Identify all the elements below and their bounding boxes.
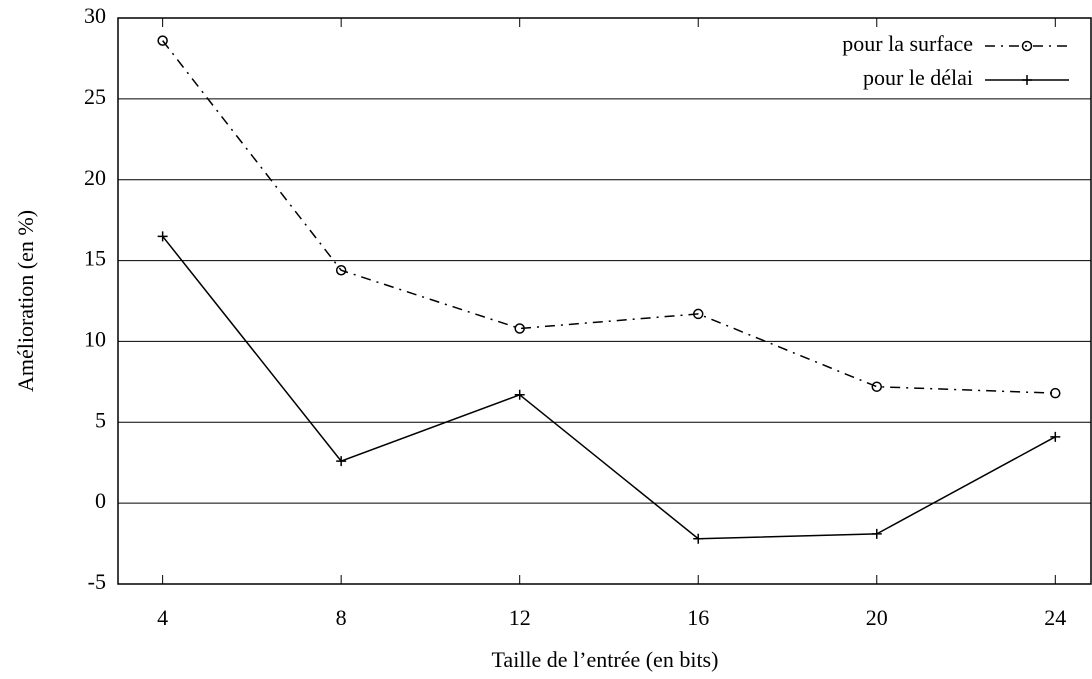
legend-marker bbox=[1022, 75, 1032, 85]
marker bbox=[514, 323, 525, 334]
legend-marker bbox=[1021, 40, 1033, 52]
marker bbox=[157, 35, 168, 46]
x-tick-label: 8 bbox=[336, 605, 347, 630]
marker bbox=[692, 308, 704, 320]
x-tick-label: 16 bbox=[687, 605, 709, 630]
y-tick-label: 0 bbox=[95, 488, 106, 513]
y-tick-label: 20 bbox=[84, 165, 106, 190]
marker bbox=[871, 381, 883, 392]
marker bbox=[871, 528, 882, 539]
marker bbox=[157, 231, 168, 242]
marker bbox=[1050, 431, 1061, 442]
series-line bbox=[162, 235, 1056, 540]
x-tick-label: 12 bbox=[509, 605, 531, 630]
x-tick-label: 20 bbox=[866, 605, 888, 630]
y-tick-label: 15 bbox=[84, 246, 106, 271]
marker bbox=[336, 456, 347, 467]
y-axis-label: Amélioration (en %) bbox=[13, 210, 38, 392]
x-tick-label: 4 bbox=[157, 605, 168, 630]
y-tick-label: 25 bbox=[84, 84, 106, 109]
y-tick-label: 30 bbox=[84, 3, 106, 28]
legend-label: pour la surface bbox=[842, 31, 973, 56]
y-tick-label: -5 bbox=[88, 569, 106, 594]
series-line bbox=[162, 40, 1056, 394]
marker bbox=[335, 265, 347, 276]
x-axis-label: Taille de l’entrée (en bits) bbox=[492, 647, 719, 672]
marker bbox=[514, 389, 525, 400]
marker bbox=[693, 533, 704, 544]
y-tick-label: 10 bbox=[84, 326, 106, 351]
marker bbox=[1050, 387, 1061, 399]
plot-frame bbox=[117, 17, 1092, 585]
y-tick-label: 5 bbox=[95, 407, 106, 432]
legend-label: pour le délai bbox=[863, 65, 973, 90]
x-tick-label: 24 bbox=[1044, 605, 1066, 630]
